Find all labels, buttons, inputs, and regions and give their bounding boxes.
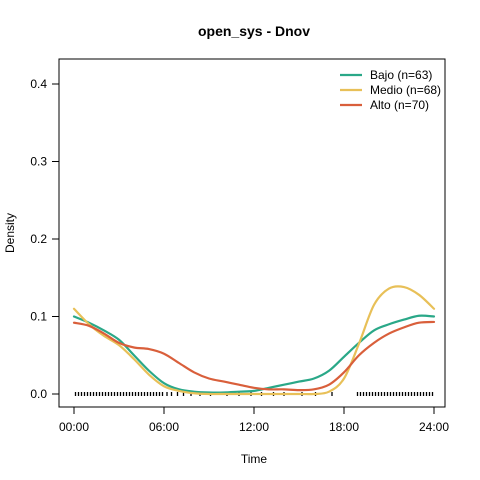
axes: 00:00 06:00 12:00 18:00 24:00 0.0 0.1 0.2 0.3 0.4 bbox=[30, 77, 449, 434]
legend-label-3: Alto (n=70) bbox=[370, 98, 429, 112]
x-tick-label: 18:00 bbox=[329, 420, 359, 434]
series-line-2 bbox=[72, 285, 436, 396]
y-tick-label: 0.4 bbox=[30, 77, 47, 91]
y-tick-label: 0.2 bbox=[30, 232, 47, 246]
series-lines bbox=[72, 285, 436, 396]
rug bbox=[74, 392, 434, 396]
series-line-1 bbox=[72, 314, 436, 394]
x-tick-label: 00:00 bbox=[59, 420, 89, 434]
series-line-3 bbox=[72, 320, 436, 392]
y-tick-label: 0.0 bbox=[30, 387, 47, 401]
legend-label-1: Bajo (n=63) bbox=[370, 68, 432, 82]
y-tick-label: 0.1 bbox=[30, 310, 47, 324]
x-axis-label: Time bbox=[241, 452, 268, 466]
y-axis-label: Density bbox=[3, 213, 17, 253]
x-tick-label: 06:00 bbox=[149, 420, 179, 434]
chart-title: open_sys - Dnov bbox=[198, 23, 310, 39]
y-tick-label: 0.3 bbox=[30, 155, 47, 169]
x-tick-label: 12:00 bbox=[239, 420, 269, 434]
x-tick-label: 24:00 bbox=[419, 420, 449, 434]
legend-label-2: Medio (n=68) bbox=[370, 83, 441, 97]
legend: Bajo (n=63)Medio (n=68)Alto (n=70) bbox=[340, 68, 441, 112]
